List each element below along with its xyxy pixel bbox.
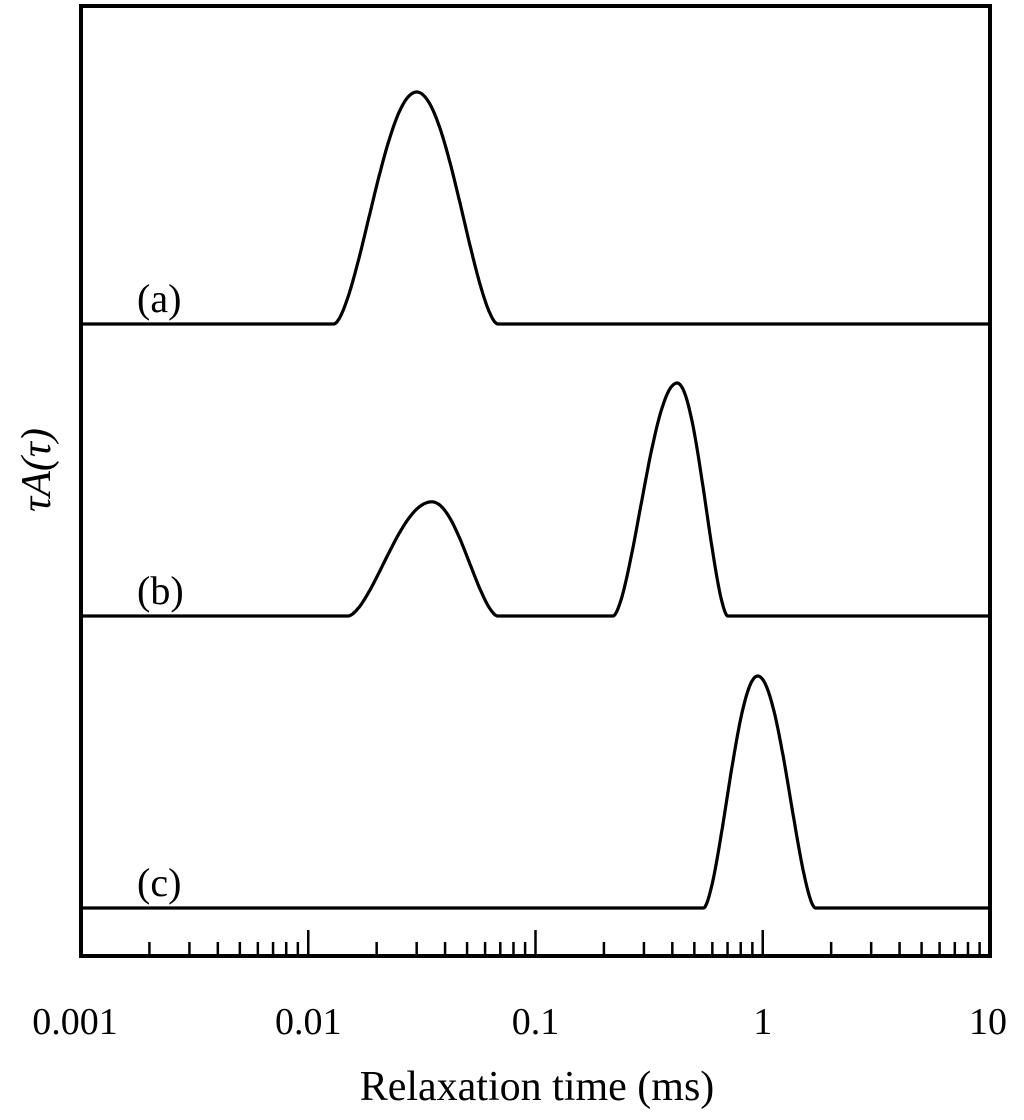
x-axis-ticks bbox=[148, 930, 981, 956]
x-tick-label: 0.1 bbox=[512, 1001, 560, 1043]
curve-b bbox=[80, 381, 991, 618]
panel-labels: (a) (b) (c) bbox=[137, 276, 184, 905]
x-tick-label: 10 bbox=[969, 1001, 1007, 1043]
y-axis-title: τA(τ) bbox=[14, 428, 60, 512]
curve-c bbox=[80, 674, 991, 910]
x-tick-label: 0.01 bbox=[275, 1001, 342, 1043]
panel-label-a: (a) bbox=[137, 276, 181, 321]
panel-label-c: (c) bbox=[137, 860, 181, 905]
panel-label-b: (b) bbox=[137, 568, 184, 613]
curves bbox=[80, 90, 991, 910]
x-tick-label: 0.001 bbox=[32, 1001, 118, 1043]
x-tick-labels: 0.001 0.01 0.1 1 10 bbox=[32, 1001, 1007, 1043]
x-tick-label: 1 bbox=[753, 1001, 772, 1043]
x-axis-title: Relaxation time (ms) bbox=[360, 1064, 715, 1110]
plot-frame bbox=[79, 4, 992, 958]
curve-a bbox=[80, 90, 991, 326]
